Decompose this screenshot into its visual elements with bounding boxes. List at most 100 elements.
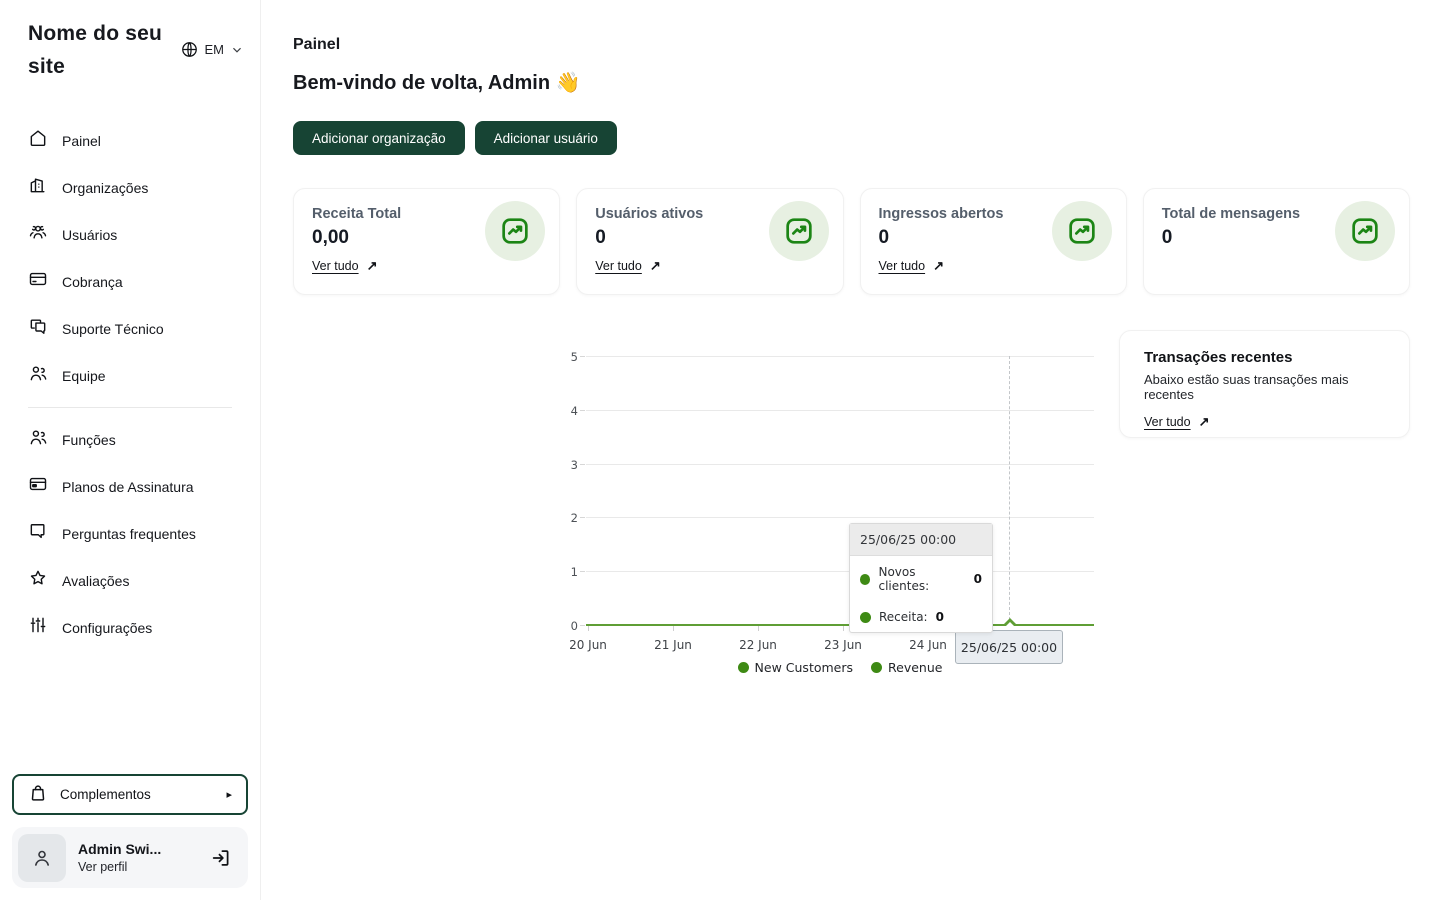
tooltip-value: 0: [935, 610, 944, 624]
sidebar-item-label: Funções: [62, 431, 116, 448]
subscription-card-icon: [28, 474, 48, 499]
y-tick-mark: [580, 517, 585, 519]
sidebar-item-label: Avaliações: [62, 572, 130, 589]
sidebar-item-planos[interactable]: Planos de Assinatura: [12, 463, 248, 510]
chevron-down-icon: [230, 43, 244, 57]
stat-card-active-users: Usuários ativos 0 Ver tudo ↗: [576, 188, 844, 295]
chart-legend: New Customers Revenue: [586, 660, 1094, 675]
sidebar-item-label: Planos de Assinatura: [62, 478, 194, 495]
x-axis-tick: 24 Jun: [909, 638, 947, 652]
hovered-x-label-box: 25/06/25 00:00: [955, 630, 1063, 664]
profile-meta: Admin Swi... Ver perfil: [78, 841, 198, 874]
sidebar-item-suporte[interactable]: Suporte Técnico: [12, 305, 248, 352]
y-tick-mark: [580, 356, 585, 357]
x-axis-tick: 23 Jun: [824, 638, 862, 652]
tooltip-title: 25/06/25 00:00: [850, 524, 992, 556]
hover-crosshair-line: [1009, 356, 1010, 625]
chart-tooltip: 25/06/25 00:00 Novos clientes: 0 Receita…: [849, 523, 993, 633]
language-selector[interactable]: EM: [180, 40, 245, 59]
trending-up-icon: [502, 218, 528, 244]
view-all-link[interactable]: Ver tudo ↗: [1144, 414, 1209, 430]
gridline: [586, 463, 1094, 465]
tooltip-row: Novos clientes: 0: [850, 556, 992, 601]
series-dot-icon: [860, 611, 871, 623]
trending-up-icon: [1069, 218, 1095, 244]
stat-value: 0: [878, 227, 890, 248]
active-point-marker-inner: [1006, 622, 1014, 626]
series-line-zero: [586, 624, 1094, 626]
series-dot-icon: [871, 662, 883, 673]
sidebar-item-label: Configurações: [62, 619, 153, 636]
view-all-label: Ver tudo: [595, 259, 642, 273]
view-all-link[interactable]: Ver tudo ↗: [312, 258, 377, 274]
x-tick-mark: [588, 626, 589, 631]
addons-button[interactable]: Complementos ▸: [12, 774, 248, 815]
roles-icon: [28, 427, 48, 452]
sidebar-nav: Painel Organizações Usuários Cobrança Su…: [12, 117, 248, 651]
profile-card[interactable]: Admin Swi... Ver perfil: [12, 827, 248, 888]
view-all-label: Ver tudo: [312, 259, 359, 273]
sidebar-item-label: Usuários: [62, 226, 118, 243]
credit-card-icon: [28, 269, 48, 294]
sidebar-item-painel[interactable]: Painel: [12, 117, 248, 164]
gridline: [586, 517, 1094, 519]
building-icon: [28, 175, 48, 200]
transactions-title: Transações recentes: [1144, 349, 1293, 366]
legend-item-revenue[interactable]: Revenue: [871, 660, 942, 675]
tooltip-label: Novos clientes:: [878, 565, 930, 593]
sidebar-item-funcoes[interactable]: Funções: [12, 416, 248, 463]
tooltip-row: Receita: 0: [850, 601, 992, 632]
add-user-button[interactable]: Adicionar usuário: [474, 121, 617, 155]
globe-icon: [180, 40, 199, 59]
x-tick-mark: [758, 626, 759, 631]
series-dot-icon: [737, 662, 749, 673]
active-point-marker: [1003, 618, 1017, 625]
sidebar-item-label: Organizações: [62, 179, 149, 196]
sidebar-item-cobranca[interactable]: Cobrança: [12, 258, 248, 305]
view-profile-link[interactable]: Ver perfil: [78, 860, 128, 874]
sidebar-item-equipe[interactable]: Equipe: [12, 352, 248, 399]
stat-cards-row: Receita Total 0,00 Ver tudo ↗ Usuários a…: [293, 188, 1410, 295]
sidebar-item-label: Equipe: [62, 367, 106, 384]
sidebar-item-label: Suporte Técnico: [62, 320, 164, 337]
recent-transactions-card: Transações recentes Abaixo estão suas tr…: [1119, 330, 1410, 438]
stat-title: Usuários ativos: [595, 206, 704, 222]
view-all-link[interactable]: Ver tudo ↗: [595, 258, 660, 274]
sidebar-item-faq[interactable]: Perguntas frequentes: [12, 510, 248, 557]
stat-card-revenue: Receita Total 0,00 Ver tudo ↗: [293, 188, 561, 295]
profile-name: Admin Swi...: [78, 841, 162, 857]
logout-icon[interactable]: [210, 847, 232, 869]
trending-up-icon: [1352, 218, 1378, 244]
team-icon: [28, 363, 48, 388]
page-title: Painel: [293, 36, 341, 53]
sidebar-item-configuracoes[interactable]: Configurações: [12, 604, 248, 651]
arrow-up-right-icon: ↗: [933, 258, 944, 273]
transactions-subtitle: Abaixo estão suas transações mais recent…: [1144, 372, 1349, 402]
y-axis-tick: 0: [570, 619, 578, 633]
sidebar-divider: [28, 407, 232, 409]
addons-label: Complementos: [60, 787, 151, 802]
line-chart[interactable]: 5 4 3 2 1 0 20 Jun 21 Jun 22 Jun 23 Jun …: [554, 330, 1110, 682]
view-all-label: Ver tudo: [1144, 415, 1191, 429]
stat-title: Total de mensagens: [1161, 206, 1301, 222]
avatar: [18, 833, 66, 882]
home-icon: [28, 128, 48, 153]
sliders-icon: [28, 615, 48, 640]
stat-value: 0: [595, 227, 606, 248]
star-icon: [28, 568, 48, 593]
sidebar-item-organizacoes[interactable]: Organizações: [12, 164, 248, 211]
gridline: [586, 356, 1094, 357]
series-dot-icon: [860, 573, 871, 585]
site-title: Nome do seu site: [28, 22, 163, 78]
y-axis-tick: 2: [570, 511, 578, 526]
sidebar-item-avaliacoes[interactable]: Avaliações: [12, 557, 248, 604]
trend-icon-badge: [768, 201, 829, 261]
legend-item-new-customers[interactable]: New Customers: [737, 660, 853, 675]
sidebar-item-usuarios[interactable]: Usuários: [12, 211, 248, 258]
add-organization-button[interactable]: Adicionar organização: [293, 121, 465, 155]
trend-icon-badge: [1051, 201, 1112, 261]
view-all-link[interactable]: Ver tudo ↗: [879, 258, 944, 274]
trend-icon-badge: [1335, 201, 1395, 261]
shopping-bag-icon: [28, 783, 48, 806]
y-tick-mark: [580, 463, 585, 465]
